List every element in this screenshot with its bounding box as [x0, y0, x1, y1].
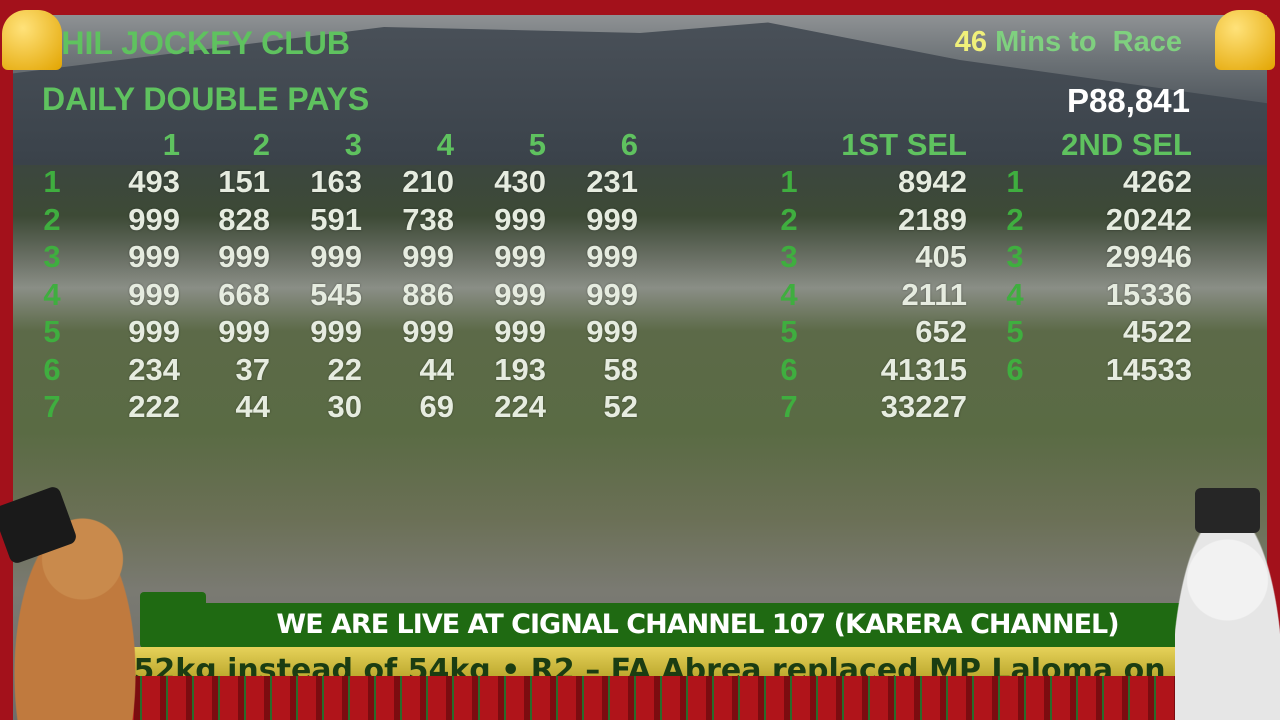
row-label: 1	[43, 164, 61, 199]
pool-value: 29946	[1105, 239, 1192, 274]
pool-value: 2111	[901, 276, 967, 312]
payout-cell: 999	[402, 239, 454, 274]
pool-value: 4262	[1123, 164, 1192, 199]
pool-value: 33227	[880, 389, 967, 424]
payout-cell: 22	[327, 351, 362, 387]
pool-value: 8942	[898, 164, 967, 199]
row-label: 2	[780, 201, 798, 237]
payout-cell: 999	[218, 314, 270, 349]
payout-cell: 430	[494, 164, 546, 199]
column-header: 1	[162, 126, 180, 162]
payout-cell: 30	[327, 389, 362, 424]
payout-cell: 545	[310, 276, 362, 312]
payout-cell: 999	[586, 239, 638, 274]
payout-cell: 193	[494, 351, 546, 387]
row-label: 3	[780, 239, 798, 274]
column-header: 5	[528, 126, 546, 162]
pool-value: 41315	[880, 351, 967, 387]
channel-logo	[140, 592, 206, 648]
row-label: 1	[780, 164, 798, 199]
row-label: 2	[43, 201, 61, 237]
countdown-label: Mins to Race	[995, 26, 1182, 58]
second-sel-header: 2ND SEL	[1061, 126, 1192, 162]
snowman-decoration	[1175, 520, 1280, 720]
payout-cell: 999	[586, 314, 638, 349]
pool-value: 4522	[1123, 314, 1192, 349]
payout-cell: 999	[128, 239, 180, 274]
row-label: 6	[780, 351, 798, 387]
payout-cell: 999	[494, 201, 546, 237]
pool-value: 20242	[1105, 201, 1192, 237]
payout-cell: 591	[310, 201, 362, 237]
row-label: 7	[43, 389, 61, 424]
bell-ornament-icon	[2, 10, 62, 70]
payout-cell: 828	[218, 201, 270, 237]
payout-cell: 52	[603, 389, 638, 424]
payout-cell: 886	[402, 276, 454, 312]
column-header: 6	[620, 126, 638, 162]
page-title: DAILY DOUBLE PAYS	[42, 81, 370, 117]
row-label: 1	[1006, 164, 1024, 199]
payout-cell: 999	[586, 276, 638, 312]
payout-cell: 58	[603, 351, 638, 387]
payout-cell: 222	[128, 389, 180, 424]
row-label: 2	[1006, 201, 1024, 237]
row-label: 6	[43, 351, 61, 387]
pool-value: 15336	[1105, 276, 1192, 312]
payout-cell: 210	[402, 164, 454, 199]
payout-cell: 224	[494, 389, 546, 424]
live-banner: WE ARE LIVE AT CIGNAL CHANNEL 107 (KARER…	[205, 603, 1190, 647]
payout-cell: 44	[419, 351, 454, 387]
payout-cell: 999	[128, 276, 180, 312]
payout-cell: 999	[586, 201, 638, 237]
row-label: 3	[43, 239, 61, 274]
payout-cell: 999	[310, 239, 362, 274]
countdown: 46 Mins to Race	[955, 28, 1182, 57]
payout-cell: 738	[402, 201, 454, 237]
payout-cell: 999	[128, 201, 180, 237]
pool-value: 652	[915, 314, 967, 349]
row-label: 5	[1006, 314, 1024, 349]
payout-cell: 163	[310, 164, 362, 199]
pool-value: 14533	[1105, 351, 1192, 387]
payout-cell: 999	[128, 314, 180, 349]
ornament-garland	[120, 676, 1190, 720]
payout-cell: 493	[128, 164, 180, 199]
payout-cell: 999	[310, 314, 362, 349]
row-label: 4	[780, 276, 798, 312]
row-label: 5	[780, 314, 798, 349]
payout-cell: 37	[235, 351, 270, 387]
row-label: 7	[780, 389, 798, 424]
bell-ornament-icon	[1215, 10, 1275, 70]
row-label: 4	[1006, 276, 1024, 312]
payout-cell: 999	[402, 314, 454, 349]
pool-value: 2189	[898, 201, 967, 237]
row-label: 6	[1006, 351, 1024, 387]
snowman-hat	[1195, 488, 1260, 533]
row-label: 5	[43, 314, 61, 349]
payout-cell: 151	[218, 164, 270, 199]
row-label: 3	[1006, 239, 1024, 274]
pool-total: P88,841	[1067, 82, 1190, 119]
payout-cell: 999	[494, 276, 546, 312]
column-header: 3	[344, 126, 362, 162]
payout-cell: 231	[586, 164, 638, 199]
club-name: PHIL JOCKEY CLUB	[40, 25, 350, 61]
row-label: 4	[43, 276, 61, 312]
column-header: 2	[252, 126, 270, 162]
column-header: 4	[436, 126, 454, 162]
christmas-frame-top	[0, 0, 1280, 15]
payout-cell: 999	[494, 314, 546, 349]
payout-cell: 668	[218, 276, 270, 312]
payout-cell: 999	[218, 239, 270, 274]
pool-value: 405	[915, 239, 967, 274]
first-sel-header: 1ST SEL	[841, 126, 967, 162]
payout-cell: 999	[494, 239, 546, 274]
payout-cell: 44	[235, 389, 270, 424]
countdown-value: 46	[954, 26, 987, 58]
payout-cell: 234	[128, 351, 180, 387]
payout-cell: 69	[419, 389, 454, 424]
